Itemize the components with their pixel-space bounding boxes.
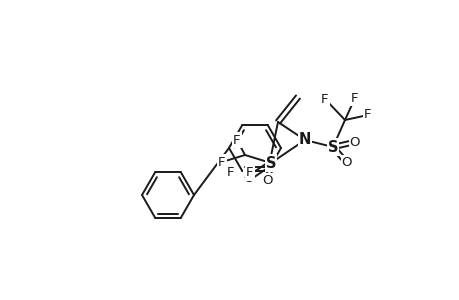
Text: N: N [298,133,310,148]
Text: F: F [320,92,328,106]
Text: F: F [218,155,225,169]
Text: S: S [265,155,276,170]
Text: F: F [233,134,240,146]
Text: O: O [349,136,359,148]
Text: O: O [341,157,352,169]
Text: S: S [327,140,337,154]
Text: F: F [246,167,253,179]
Text: F: F [227,167,234,179]
Text: O: O [243,172,254,184]
Text: F: F [364,109,371,122]
Text: O: O [262,175,273,188]
Text: F: F [351,92,358,104]
